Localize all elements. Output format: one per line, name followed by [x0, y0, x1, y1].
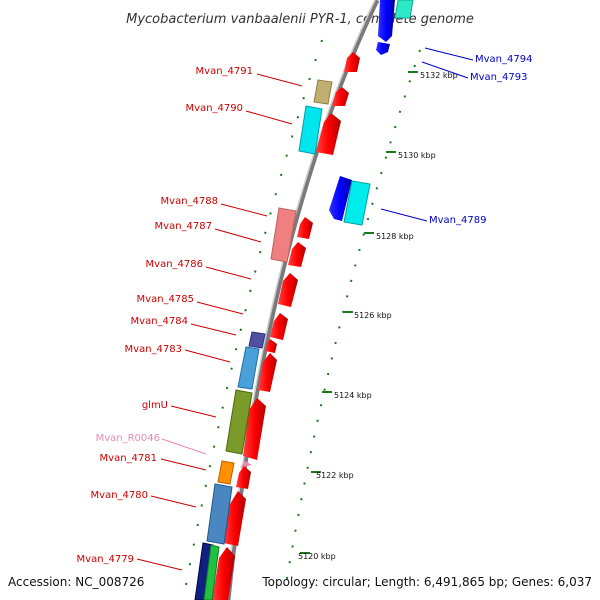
- gene-arrow: [332, 87, 349, 106]
- gene-arrow: [378, 0, 395, 42]
- gene-box: [248, 331, 266, 349]
- gene-box: [194, 542, 214, 600]
- gene-label: Mvan_4788: [161, 196, 218, 207]
- gene-label: Mvan_R0046: [96, 433, 160, 444]
- gene-label: Mvan_4779: [77, 554, 134, 565]
- gene-label: Mvan_4785: [137, 294, 194, 305]
- gene-box: [270, 207, 297, 263]
- gene-label: Mvan_4786: [146, 259, 203, 270]
- genome-summary: Topology: circular; Length: 6,491,865 bp…: [261, 575, 592, 589]
- gene-arrow: [297, 217, 313, 239]
- tick-label: 5120 kbp: [298, 552, 336, 561]
- inner-track: [184, 39, 323, 591]
- tick-label: 5132 kbp: [420, 71, 458, 80]
- gene-arrow: [212, 547, 235, 600]
- gene-arrow: [236, 466, 251, 489]
- gene-labels-left: Mvan_4791 Mvan_4790 Mvan_4788 Mvan_4787 …: [77, 66, 303, 571]
- accession-label: Accession: NC_008726: [8, 575, 144, 589]
- gene-box: [394, 0, 414, 19]
- tick-label: 5126 kbp: [354, 311, 392, 320]
- gene-label: Mvan_4781: [100, 453, 157, 464]
- gene-box: [203, 544, 220, 600]
- gene-arrow: [278, 273, 298, 307]
- gene-box: [343, 180, 371, 226]
- gene-label: Mvan_4793: [470, 72, 527, 83]
- gene-label: Mvan_4787: [155, 221, 212, 232]
- gene-arrow: [270, 313, 288, 340]
- gene-box: [237, 346, 260, 390]
- gene-label: Mvan_4791: [196, 66, 253, 77]
- gene-arrow: [258, 353, 277, 392]
- gene-arrow: [288, 242, 306, 267]
- gene-arrow: [223, 491, 246, 546]
- gene-box: [217, 460, 235, 485]
- map-title: Mycobacterium vanbaalenii PYR-1, complet…: [126, 12, 474, 27]
- gene-label: glmU: [142, 400, 168, 411]
- gene-arrow: [265, 339, 277, 353]
- cog-boxes: [194, 79, 333, 600]
- gene-label: Mvan_4789: [429, 215, 486, 226]
- tick-label: 5124 kbp: [334, 391, 372, 400]
- tick-label: 5128 kbp: [376, 232, 414, 241]
- plus-strand-genes: [212, 52, 360, 600]
- genome-backbone: [225, 0, 380, 600]
- gene-arrow: [376, 42, 390, 55]
- gene-label: Mvan_4780: [91, 490, 148, 501]
- tick-label: 5130 kbp: [398, 151, 436, 160]
- gene-label: Mvan_4783: [125, 344, 182, 355]
- minus-strand-genes: [329, 0, 414, 226]
- tick-label: 5122 kbp: [316, 471, 354, 480]
- gene-label: Mvan_4790: [186, 103, 243, 114]
- gene-box: [225, 389, 253, 455]
- gene-box: [313, 79, 333, 105]
- gene-arrow: [329, 176, 352, 221]
- gene-arrow: [316, 113, 341, 155]
- rna-arrow: [240, 461, 252, 468]
- gene-box: [206, 483, 233, 545]
- scale-ticks: 5120 kbp 5122 kbp 5124 kbp 5126 kbp 5128…: [298, 71, 458, 561]
- gene-labels-right: Mvan_4794 Mvan_4793 Mvan_4789: [380, 47, 532, 226]
- gene-box: [298, 105, 323, 155]
- gene-arrow: [344, 52, 360, 72]
- gene-label: Mvan_4794: [475, 54, 532, 65]
- gene-label: Mvan_4784: [131, 316, 188, 327]
